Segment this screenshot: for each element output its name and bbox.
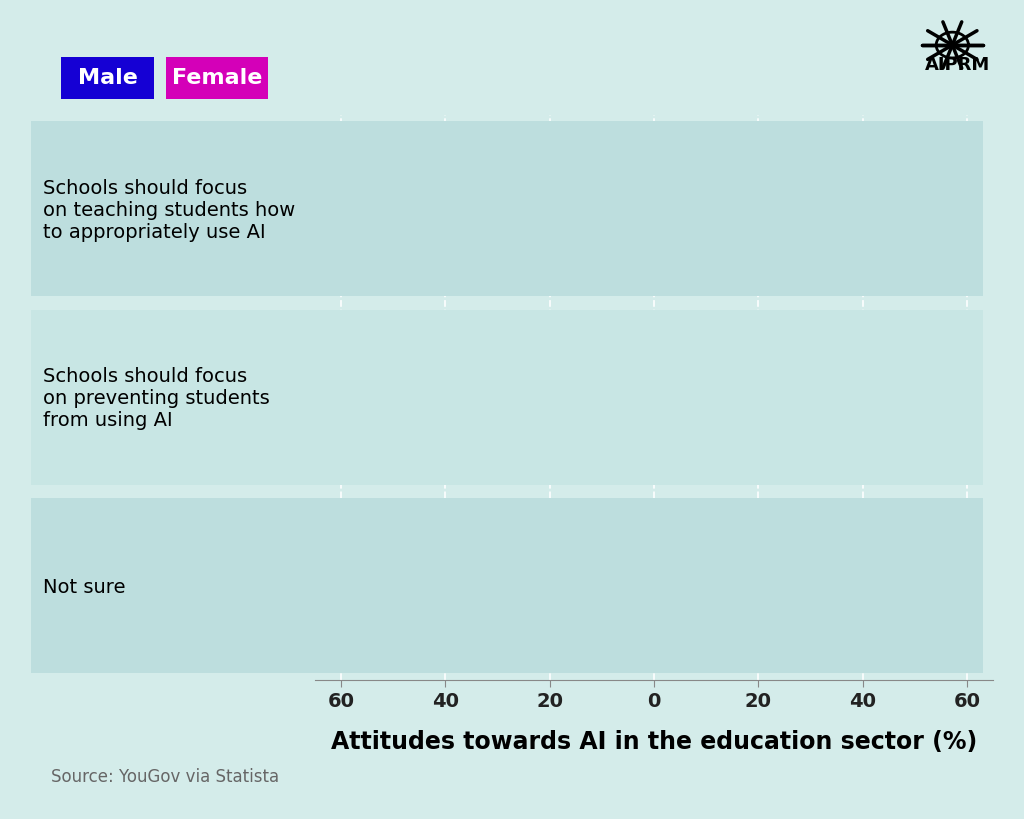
Bar (654, 527, 784, 644)
Text: Not sure: Not sure (43, 577, 126, 597)
Bar (409, 151, 654, 267)
Polygon shape (102, 535, 127, 554)
Polygon shape (102, 346, 127, 365)
Text: Male: Male (78, 68, 137, 88)
Polygon shape (102, 158, 127, 177)
Text: AIPRM: AIPRM (925, 56, 990, 74)
Text: Schools should focus
on preventing students
from using AI: Schools should focus on preventing stude… (43, 368, 269, 430)
Text: Female: Female (172, 68, 262, 88)
Text: Schools should focus
on teaching students how
to appropriately use AI: Schools should focus on teaching student… (43, 179, 295, 242)
Bar (654, 339, 769, 455)
Text: ✗: ✗ (108, 346, 122, 364)
Text: ✓: ✓ (108, 158, 122, 176)
Bar (654, 151, 921, 267)
Bar (565, 339, 654, 455)
X-axis label: Attitudes towards AI in the education sector (%): Attitudes towards AI in the education se… (331, 730, 977, 754)
Text: ?: ? (110, 535, 120, 553)
Text: Source: YouGov via Statista: Source: YouGov via Statista (51, 768, 280, 786)
Bar (540, 527, 654, 644)
